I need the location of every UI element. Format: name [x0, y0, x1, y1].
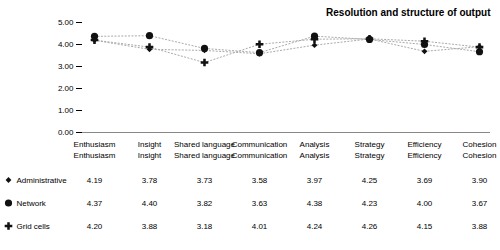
svg-text:4.19: 4.19: [87, 176, 103, 185]
svg-text:3.78: 3.78: [142, 176, 158, 185]
svg-text:3.82: 3.82: [197, 199, 213, 208]
svg-text:3.73: 3.73: [197, 176, 213, 185]
svg-text:3.88: 3.88: [472, 222, 488, 231]
svg-text:Analysis: Analysis: [300, 140, 330, 149]
svg-text:Communication: Communication: [232, 151, 288, 160]
svg-text:Communication: Communication: [232, 140, 288, 149]
svg-text:3.97: 3.97: [307, 176, 323, 185]
svg-text:2.00: 2.00: [58, 84, 74, 93]
svg-text:Insight: Insight: [138, 151, 162, 160]
svg-text:Enthusiasm: Enthusiasm: [74, 140, 116, 149]
svg-text:Efficiency: Efficiency: [407, 140, 441, 149]
svg-text:4.38: 4.38: [307, 199, 323, 208]
svg-text:4.00: 4.00: [417, 199, 433, 208]
svg-text:Analysis: Analysis: [300, 151, 330, 160]
svg-text:0.00: 0.00: [58, 128, 74, 137]
svg-text:3.00: 3.00: [58, 62, 74, 71]
svg-text:Strategy: Strategy: [355, 140, 385, 149]
svg-text:Administrative: Administrative: [17, 176, 68, 185]
svg-text:3.63: 3.63: [252, 199, 268, 208]
svg-text:Resolution and structure of ou: Resolution and structure of output: [326, 7, 491, 18]
svg-text:Efficiency: Efficiency: [407, 151, 441, 160]
svg-text:1.00: 1.00: [58, 106, 74, 115]
svg-text:Shared language: Shared language: [174, 140, 235, 149]
svg-text:4.01: 4.01: [252, 222, 268, 231]
svg-text:4.23: 4.23: [362, 199, 378, 208]
svg-text:3.69: 3.69: [417, 176, 433, 185]
svg-text:3.58: 3.58: [252, 176, 268, 185]
svg-text:3.67: 3.67: [472, 199, 488, 208]
svg-text:Enthusiasm: Enthusiasm: [74, 151, 116, 160]
svg-text:4.24: 4.24: [307, 222, 323, 231]
svg-text:3.18: 3.18: [197, 222, 213, 231]
svg-text:4.37: 4.37: [87, 199, 103, 208]
svg-text:Cohesion: Cohesion: [463, 140, 497, 149]
svg-text:4.00: 4.00: [58, 40, 74, 49]
svg-text:Insight: Insight: [138, 140, 162, 149]
svg-text:4.20: 4.20: [87, 222, 103, 231]
svg-text:Strategy: Strategy: [355, 151, 385, 160]
svg-text:4.25: 4.25: [362, 176, 378, 185]
svg-text:4.26: 4.26: [362, 222, 378, 231]
svg-text:Shared language: Shared language: [174, 151, 235, 160]
svg-text:Network: Network: [17, 199, 47, 208]
svg-text:4.15: 4.15: [417, 222, 433, 231]
svg-text:4.40: 4.40: [142, 199, 158, 208]
svg-text:5.00: 5.00: [58, 18, 74, 27]
svg-text:3.88: 3.88: [142, 222, 158, 231]
svg-text:Cohesion: Cohesion: [463, 151, 497, 160]
svg-text:Grid cells: Grid cells: [17, 222, 50, 231]
svg-text:3.90: 3.90: [472, 176, 488, 185]
